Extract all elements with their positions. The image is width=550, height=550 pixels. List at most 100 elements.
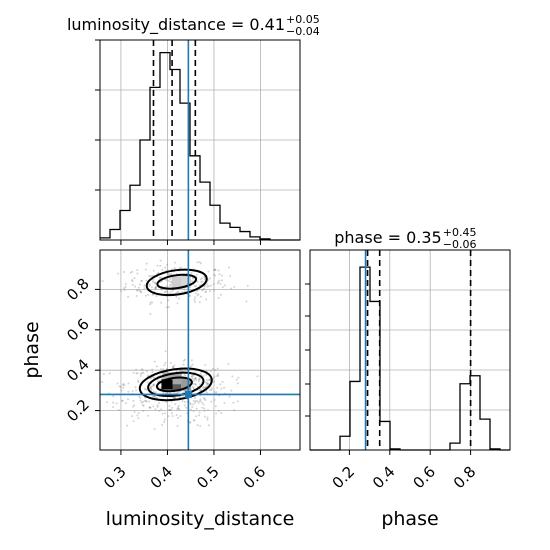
sample-point	[134, 386, 137, 389]
sample-point	[154, 286, 157, 289]
sample-point	[207, 382, 210, 385]
sample-point	[198, 414, 201, 417]
sample-point	[198, 261, 201, 264]
sample-point	[135, 368, 138, 371]
sample-point	[115, 402, 118, 405]
sample-point	[124, 283, 127, 286]
sample-point	[174, 261, 177, 264]
sample-point	[188, 295, 191, 298]
sample-point	[158, 401, 161, 404]
sample-point	[189, 421, 192, 424]
sample-point	[148, 275, 151, 278]
sample-point	[191, 377, 194, 380]
sample-point	[142, 410, 145, 413]
sample-point	[151, 385, 154, 388]
sample-point	[164, 350, 167, 353]
sample-point	[218, 279, 221, 282]
sample-point	[166, 290, 169, 293]
sample-point	[152, 405, 155, 408]
sample-point	[162, 391, 165, 394]
sample-point	[127, 295, 130, 298]
density-cell	[171, 378, 182, 391]
sample-point	[214, 405, 217, 408]
sample-point	[191, 374, 194, 377]
sample-point	[177, 416, 180, 419]
y-ticks: 0.2 0.4 0.6 0.8	[63, 275, 100, 426]
sample-point	[228, 395, 231, 398]
sample-point	[199, 383, 202, 386]
sample-point	[132, 371, 135, 374]
sample-point	[144, 399, 147, 402]
sample-point	[154, 287, 157, 290]
sample-point	[155, 396, 158, 399]
sample-point	[140, 291, 143, 294]
sample-point	[190, 365, 193, 368]
sample-point	[177, 297, 180, 300]
sample-point	[201, 386, 204, 389]
sample-point	[143, 400, 146, 403]
x-axis-label-phase: phase	[381, 508, 438, 530]
sample-point	[166, 299, 169, 302]
panel-frame	[99, 39, 301, 241]
sample-point	[140, 401, 143, 404]
sample-point	[171, 406, 174, 409]
sample-point	[184, 369, 187, 372]
sample-point	[157, 271, 160, 274]
sample-point	[139, 399, 142, 402]
sample-point	[147, 414, 150, 417]
sample-point	[170, 290, 173, 293]
sample-point	[220, 412, 223, 415]
density-cell	[181, 378, 192, 391]
sample-point	[159, 368, 162, 371]
sample-point	[220, 279, 223, 282]
sample-point	[168, 408, 171, 411]
sample-point	[229, 274, 232, 277]
sample-point	[150, 385, 153, 388]
sample-point	[150, 286, 153, 289]
sample-point	[203, 276, 206, 279]
sample-point	[144, 268, 147, 271]
sample-point	[154, 408, 157, 411]
sample-point	[149, 301, 152, 304]
contour-line	[156, 273, 198, 290]
sample-point	[170, 408, 173, 411]
sample-point	[215, 412, 218, 415]
y-tick-label: 0.2	[63, 396, 93, 426]
sample-point	[169, 362, 172, 365]
y-ticks	[305, 283, 310, 417]
sample-point	[142, 404, 145, 407]
sample-point	[190, 272, 193, 275]
sample-point	[191, 277, 194, 280]
sample-point	[211, 367, 214, 370]
sample-point	[102, 373, 105, 376]
sample-point	[213, 398, 216, 401]
sample-point	[151, 368, 154, 371]
sample-point	[199, 262, 202, 265]
sample-point	[205, 379, 208, 382]
sample-point	[192, 403, 195, 406]
sample-point	[124, 402, 127, 405]
sample-point	[220, 293, 223, 296]
sample-point	[159, 277, 162, 280]
sample-point	[172, 365, 175, 368]
sample-point	[121, 399, 124, 402]
histogram-luminosity-distance	[100, 51, 300, 241]
sample-point	[139, 290, 142, 293]
sample-point	[156, 380, 159, 383]
sample-point	[166, 263, 169, 266]
sample-point	[192, 386, 195, 389]
sample-point	[207, 284, 210, 287]
sample-point	[155, 295, 158, 298]
sample-point	[101, 380, 104, 383]
sample-point	[205, 290, 208, 293]
sample-point	[149, 406, 152, 409]
sample-point	[153, 360, 156, 363]
sample-point	[217, 281, 220, 284]
sample-point	[151, 371, 154, 374]
sample-point	[132, 400, 135, 403]
sample-point	[199, 372, 202, 375]
sample-point	[140, 279, 143, 282]
sample-point	[183, 373, 186, 376]
sample-point	[149, 303, 152, 306]
